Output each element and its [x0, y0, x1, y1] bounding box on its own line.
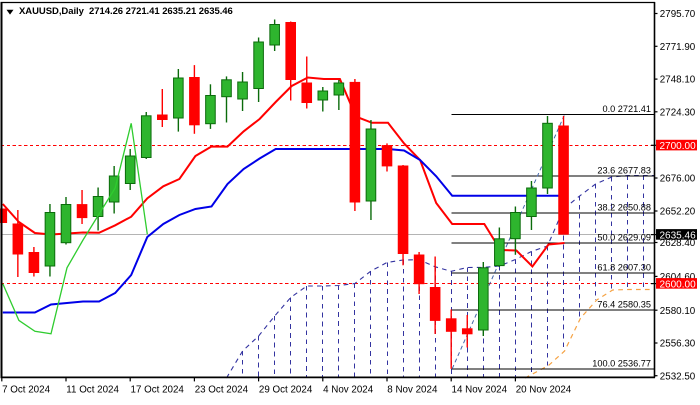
svg-text:61.8 2607.30: 61.8 2607.30: [597, 263, 651, 273]
svg-text:2532.50: 2532.50: [660, 371, 696, 382]
svg-text:XAUUSD,Daily 2714.26 2721.41: XAUUSD,Daily 2714.26 2721.41 2635.21 263…: [19, 6, 233, 17]
svg-text:2795.70: 2795.70: [660, 9, 696, 20]
svg-text:2556.30: 2556.30: [660, 339, 696, 350]
svg-text:2600.00: 2600.00: [660, 279, 697, 290]
svg-text:8 Nov 2024: 8 Nov 2024: [387, 384, 438, 395]
svg-text:2748.10: 2748.10: [660, 75, 696, 86]
svg-text:38.2 2650.88: 38.2 2650.88: [597, 202, 651, 212]
svg-text:20 Nov 2024: 20 Nov 2024: [516, 384, 572, 395]
svg-text:23 Oct 2024: 23 Oct 2024: [195, 384, 249, 395]
svg-text:23.6 2677.83: 23.6 2677.83: [597, 165, 651, 175]
svg-text:2628.40: 2628.40: [660, 238, 696, 249]
svg-text:2771.90: 2771.90: [660, 42, 696, 53]
svg-text:2635.46: 2635.46: [660, 230, 697, 241]
svg-text:76.4 2580.35: 76.4 2580.35: [597, 300, 651, 310]
svg-text:2676.00: 2676.00: [660, 174, 696, 185]
svg-text:14 Nov 2024: 14 Nov 2024: [452, 384, 508, 395]
svg-text:2580.10: 2580.10: [660, 306, 696, 317]
svg-text:100.0 2536.77: 100.0 2536.77: [592, 359, 651, 369]
svg-text:7 Oct 2024: 7 Oct 2024: [2, 384, 50, 395]
svg-text:2652.20: 2652.20: [660, 207, 696, 218]
svg-text:2724.30: 2724.30: [660, 107, 696, 118]
svg-text:2604.60: 2604.60: [660, 272, 696, 283]
svg-text:17 Oct 2024: 17 Oct 2024: [131, 384, 185, 395]
svg-text:0.0 2721.41: 0.0 2721.41: [602, 104, 651, 114]
svg-text:2700.00: 2700.00: [660, 141, 697, 152]
svg-text:11 Oct 2024: 11 Oct 2024: [66, 384, 119, 395]
svg-text:50.0 2629.09: 50.0 2629.09: [597, 233, 651, 243]
svg-text:29 Oct 2024: 29 Oct 2024: [259, 384, 313, 395]
svg-text:4 Nov 2024: 4 Nov 2024: [323, 384, 374, 395]
